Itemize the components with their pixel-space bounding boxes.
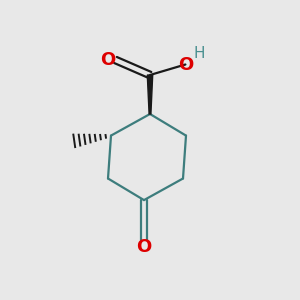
- Text: H: H: [194, 46, 205, 61]
- Text: O: O: [136, 238, 152, 256]
- Text: O: O: [100, 51, 116, 69]
- Text: O: O: [178, 56, 193, 74]
- Polygon shape: [147, 75, 153, 114]
